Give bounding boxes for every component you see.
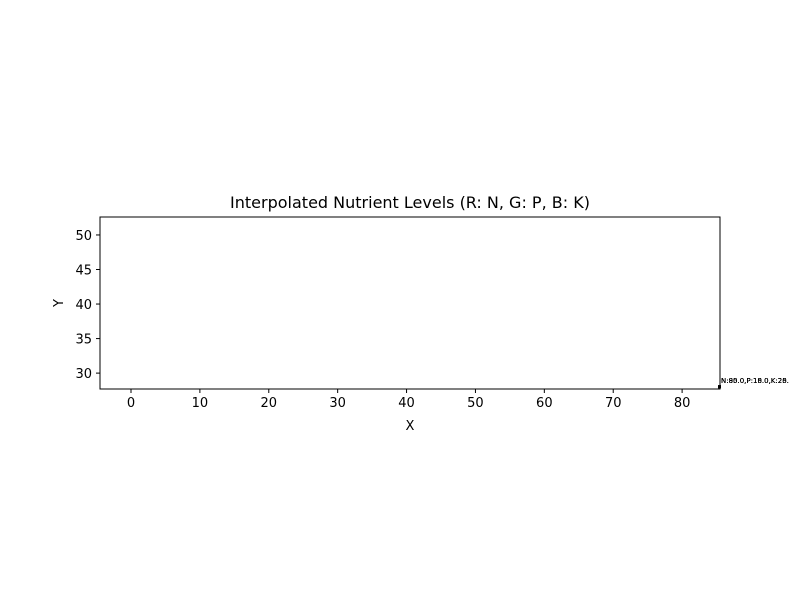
x-tick-label: 40 [398,396,415,411]
x-tick-label: 50 [467,396,484,411]
y-axis: 30 35 40 45 50 [75,229,100,382]
chart-title: Interpolated Nutrient Levels (R: N, G: P… [230,193,590,212]
data-points: N:80.0,P:10.0,K:20.N:85.0,P:15.0,K:25.N:… [718,377,789,389]
x-axis-label: X [406,419,415,434]
y-axis-label: Y [52,299,67,308]
x-tick-label: 70 [605,396,622,411]
x-tick-label: 10 [192,396,209,411]
x-tick-label: 0 [127,396,135,411]
data-label: N:80.0,P:10.0,K:20. [721,377,789,385]
data-label: N:90.0,P:18.0,K:28. [721,377,789,385]
y-tick-label: 45 [75,263,92,278]
x-tick-label: 60 [536,396,553,411]
x-axis: 0 10 20 30 40 50 60 70 80 [127,389,691,411]
x-tick-label: 30 [329,396,346,411]
data-label: N:85.0,P:15.0,K:25. [721,377,789,385]
y-tick-label: 50 [75,229,92,244]
y-tick-label: 40 [75,298,92,313]
plot-frame [99,216,721,390]
x-tick-label: 20 [261,396,278,411]
y-tick-label: 30 [75,367,92,382]
y-tick-label: 35 [75,333,92,348]
x-tick-label: 80 [674,396,691,411]
